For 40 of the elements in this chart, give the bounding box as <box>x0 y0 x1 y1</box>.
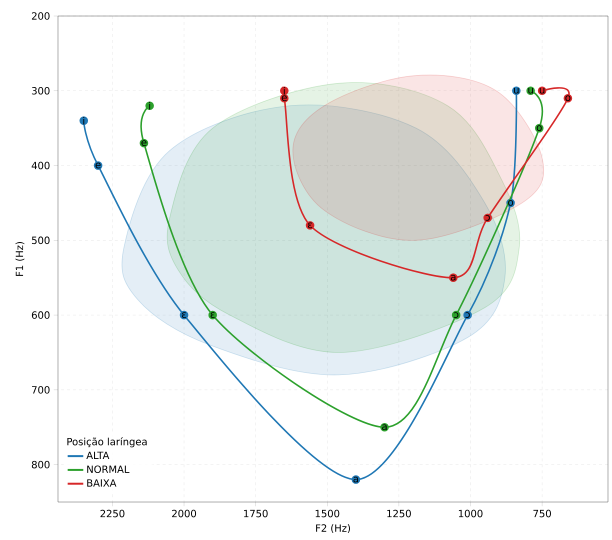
annotation: o <box>565 95 570 102</box>
annotation: ɔ <box>486 215 490 221</box>
annotation: ɛ <box>308 222 312 228</box>
x-axis-title: F2 (Hz) <box>316 524 350 534</box>
y-tick-label: 700 <box>32 386 50 394</box>
x-tick-label: 1500 <box>316 510 340 518</box>
annotation: a <box>382 424 387 430</box>
y-tick-label: 200 <box>32 12 50 20</box>
annotation: a <box>450 274 456 281</box>
x-tick-label: 2000 <box>172 510 196 518</box>
annotation: u <box>540 88 544 94</box>
annotation: e <box>282 95 287 102</box>
annotation: o <box>536 125 542 132</box>
y-axis-title: F1 (Hz) <box>15 242 24 276</box>
x-tick-label: 1250 <box>387 510 411 518</box>
annotation: i <box>284 86 285 95</box>
annotation: ɛ <box>210 312 215 318</box>
annotation: i <box>149 102 150 110</box>
y-tick-label: 300 <box>32 86 50 95</box>
y-tick-label: 800 <box>32 460 50 468</box>
legend-label: ALTA <box>86 452 110 459</box>
legend-label: BAIXA <box>87 479 116 487</box>
x-tick-label: 1750 <box>244 510 268 518</box>
annotation: u <box>528 88 533 94</box>
x-tick-label: 750 <box>533 510 551 518</box>
x-tick-label: 2250 <box>100 510 124 518</box>
legend-label: NORMAL <box>87 465 130 474</box>
annotation: ɛ <box>182 312 186 318</box>
y-tick-label: 500 <box>32 236 50 244</box>
annotation: e <box>96 162 101 168</box>
legend-title: Posição laríngea <box>67 437 147 448</box>
annotation: a <box>353 476 358 482</box>
x-tick-label: 1000 <box>458 510 483 518</box>
annotation: ɔ <box>466 312 470 318</box>
y-tick-label: 600 <box>32 311 50 319</box>
y-tick-label: 400 <box>32 162 50 170</box>
annotation: u <box>514 88 519 94</box>
annotation: i <box>83 116 84 124</box>
annotation: e <box>141 140 146 146</box>
annotation: ɔ <box>454 312 458 318</box>
